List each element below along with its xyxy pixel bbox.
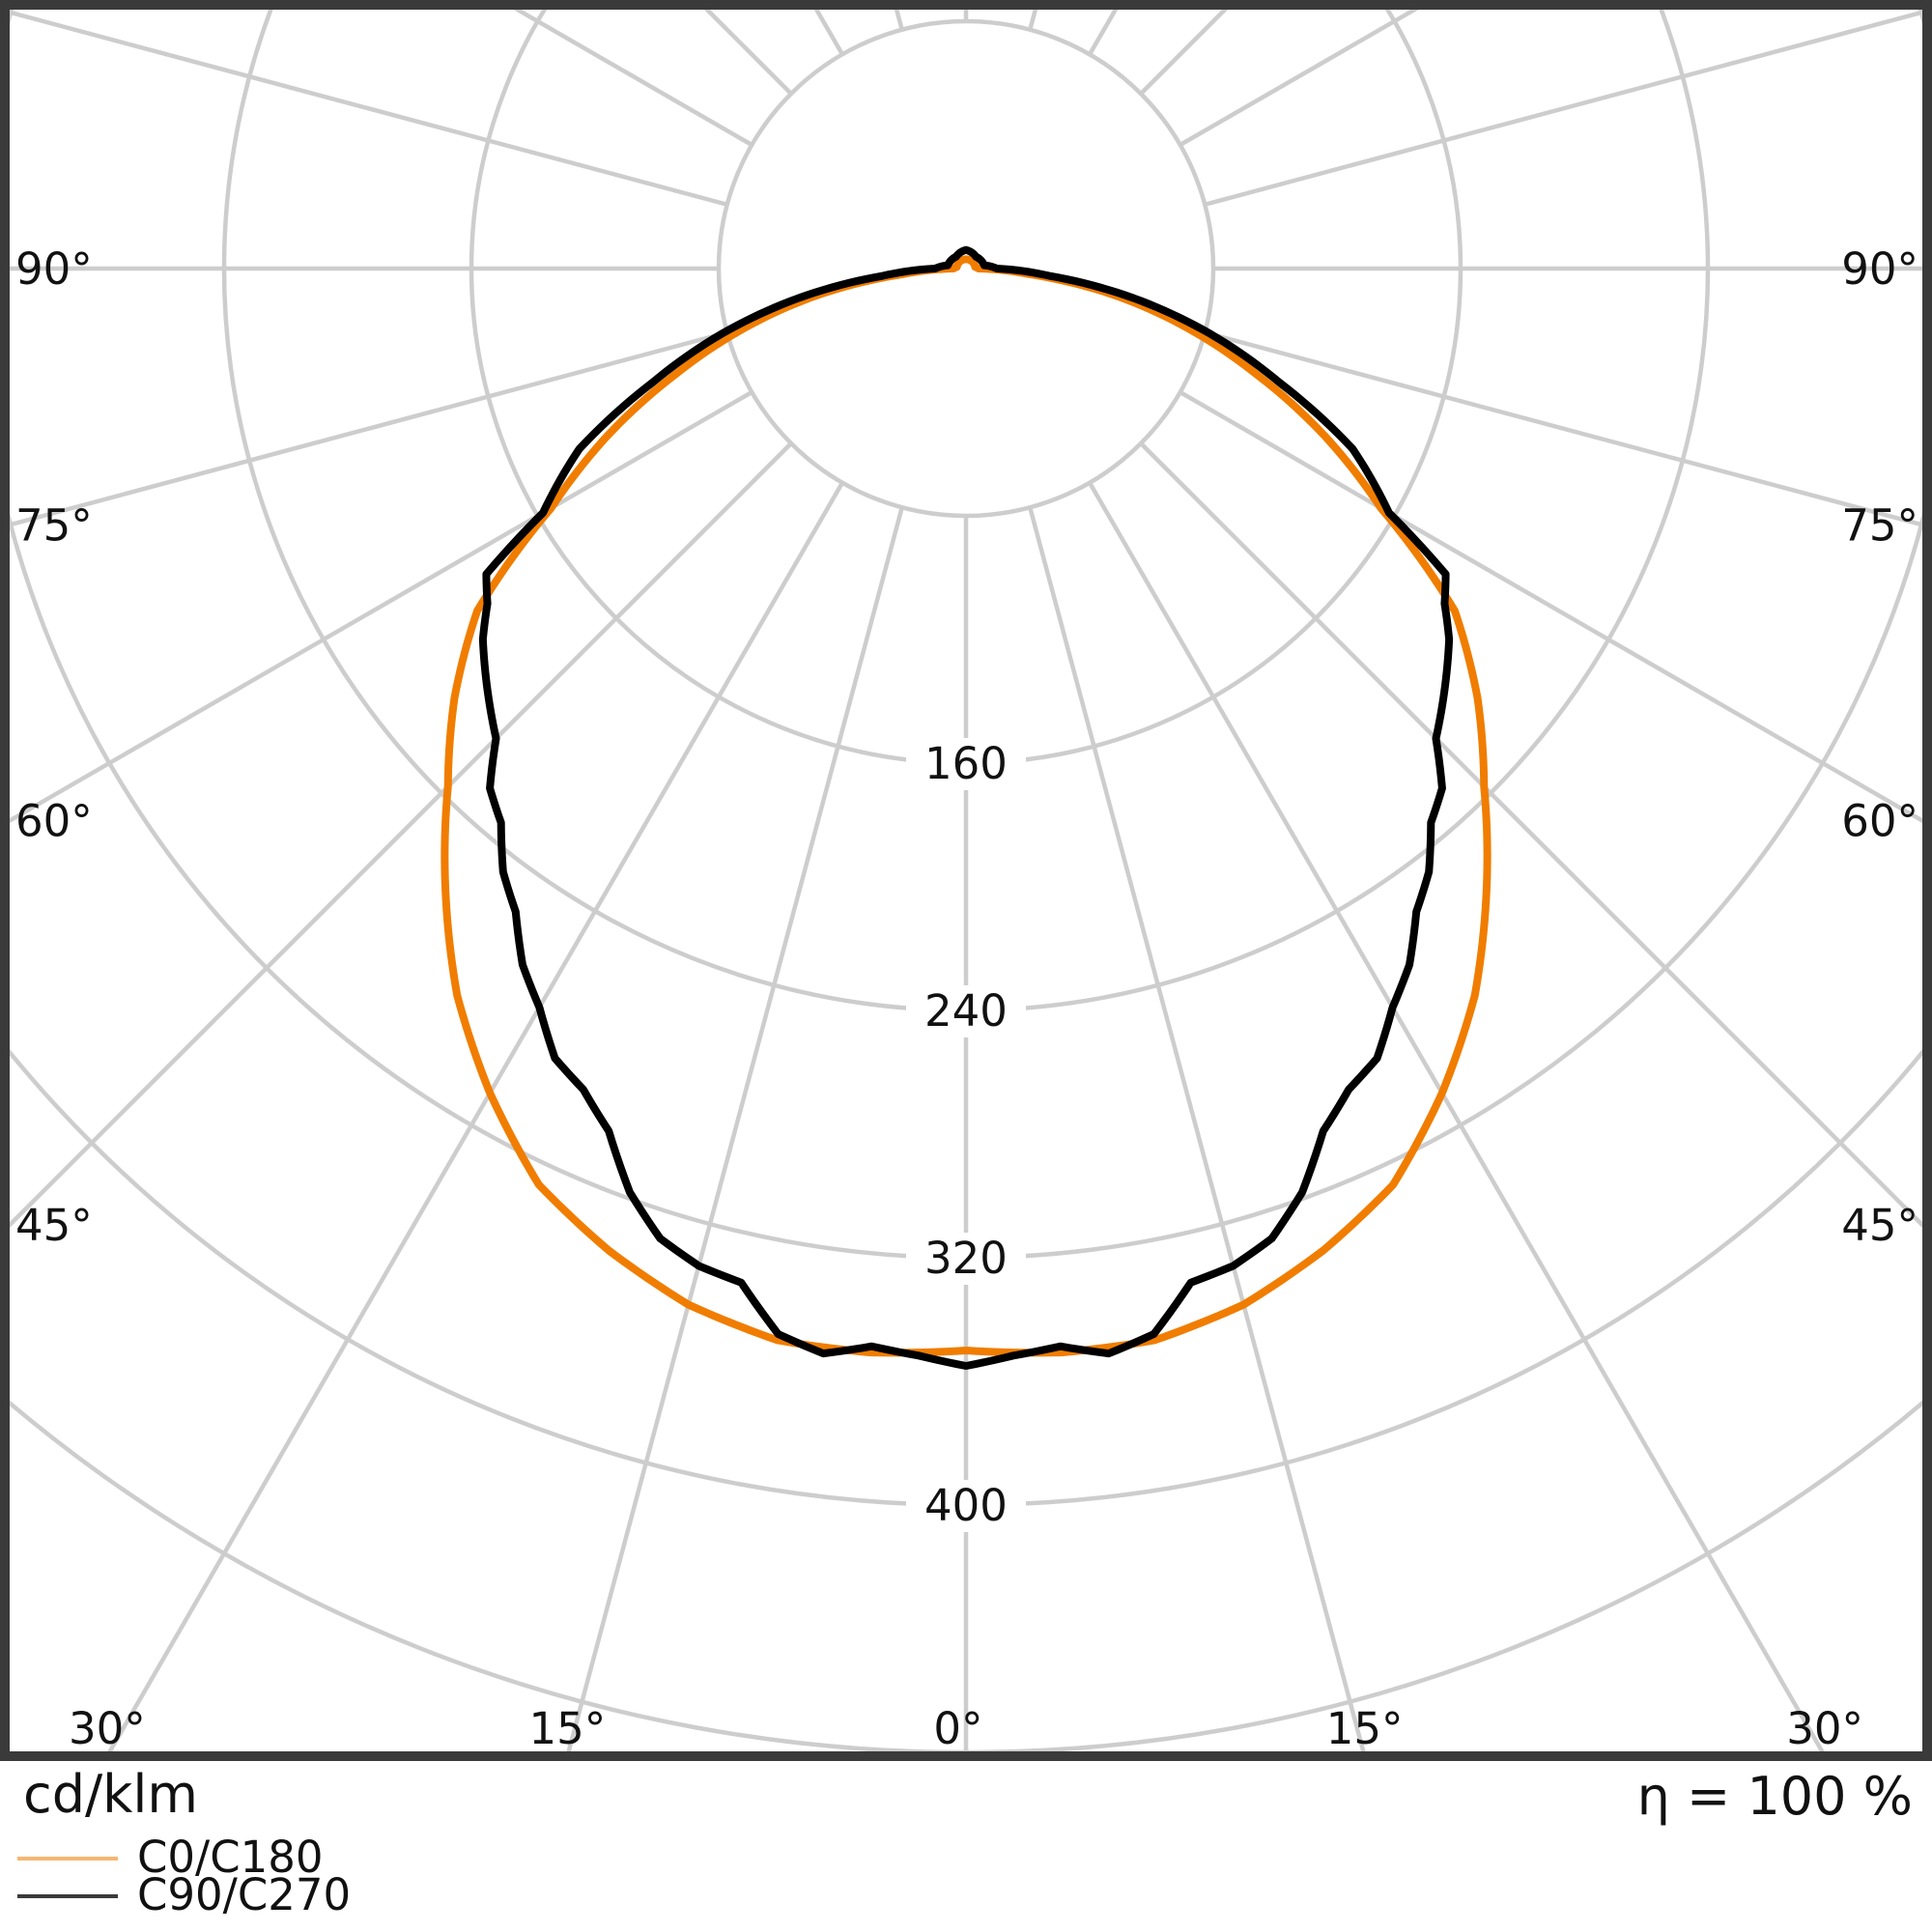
angle-label-left-60: 60° (15, 796, 93, 847)
angle-label-bottom-left-15: 15° (528, 1703, 606, 1754)
angle-label-bottom-right-30: 30° (1786, 1703, 1863, 1754)
legend-label-c90-c270: C90/C270 (137, 1869, 351, 1920)
angle-label-right-75: 75° (1841, 499, 1918, 551)
legend-item-c90-c270: C90/C270 (17, 1869, 351, 1920)
radial-tick-label-160: 160 (924, 738, 1008, 789)
curve-c0-c180 (440, 255, 1492, 1357)
angle-label-right-60: 60° (1841, 796, 1918, 847)
units-label: cd/klm (23, 1764, 198, 1825)
intensity-curves (440, 245, 1492, 1370)
angle-label-bottom-0: 0° (933, 1703, 982, 1754)
legend-item-c0-c180: C0/C180 (17, 1832, 324, 1883)
radial-tick-label-240: 240 (924, 985, 1008, 1037)
angle-label-left-45: 45° (15, 1200, 93, 1251)
angle-label-bottom-left-30: 30° (69, 1703, 146, 1754)
curve-c90-c270 (478, 245, 1454, 1370)
legend-label-c0-c180: C0/C180 (137, 1832, 324, 1883)
angle-label-left-90: 90° (15, 243, 93, 295)
legend: C0/C180 C90/C270 (17, 1832, 351, 1920)
angle-label-left-75: 75° (15, 499, 93, 551)
radial-tick-label-320: 320 (924, 1233, 1008, 1284)
chart-frame (0, 0, 1932, 1761)
angle-label-right-90: 90° (1841, 243, 1918, 295)
efficiency-label: η = 100 % (1637, 1766, 1913, 1827)
axis-labels: 160 240 320 400 90° 90° 75° 75° 60° 60° 45° 45° 30° 1… (15, 243, 1918, 1754)
angle-label-right-45: 45° (1841, 1200, 1918, 1251)
angle-label-bottom-right-15: 15° (1326, 1703, 1404, 1754)
radial-tick-label-400: 400 (924, 1480, 1008, 1531)
